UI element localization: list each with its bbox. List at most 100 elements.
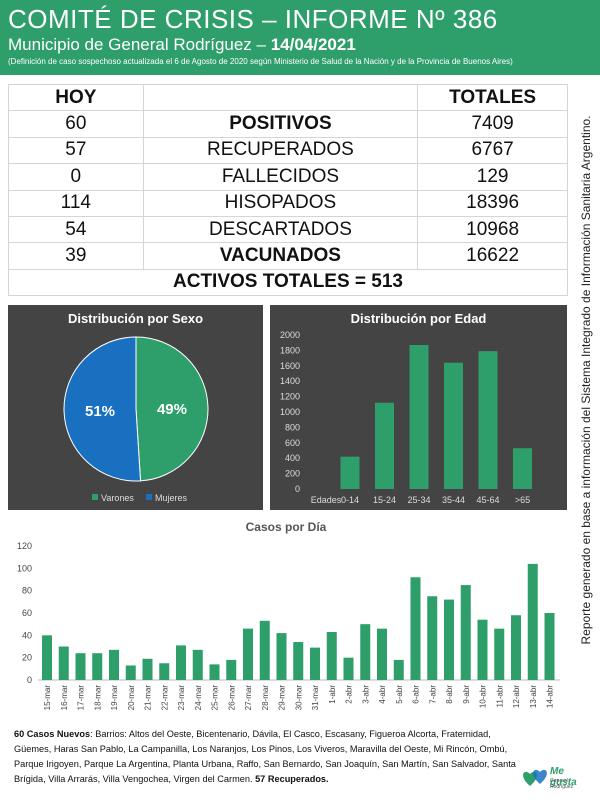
y-tick-label: 20 [22, 653, 32, 663]
logo-text: Me gusta [550, 766, 577, 788]
y-tick-label: 100 [17, 563, 32, 573]
x-tick-label: 23-mar [177, 685, 186, 711]
day-bar [377, 628, 387, 680]
y-tick-label: 2000 [280, 330, 300, 340]
pie-label: 51% [85, 403, 115, 420]
x-tick-label: 17-mar [77, 685, 86, 711]
heart-logo-icon [523, 769, 547, 786]
source-note: Reporte generado en base a información d… [574, 80, 598, 680]
stat-label: POSITIVOS [142, 110, 419, 138]
day-bar [176, 645, 186, 680]
day-bar [159, 663, 170, 680]
x-tick-label: 18-mar [93, 685, 102, 711]
stats-row-recuperados: 57 RECUPERADOS 6767 [8, 136, 568, 165]
x-tick-label: 2-abr [345, 685, 354, 704]
x-tick-label: 10-abr [479, 685, 488, 708]
y-tick-label: 1400 [280, 376, 300, 386]
stats-header-row: HOY TOTALES [8, 83, 568, 112]
x-tick-label: 20-mar [127, 685, 136, 711]
x-tick-label: 9-abr [462, 685, 471, 704]
total-value: 16622 [417, 242, 568, 270]
sex-distribution-panel: Distribución por Sexo 49% 51% Varones Mujer… [8, 305, 263, 510]
y-tick-label: 400 [285, 453, 300, 463]
day-bar [125, 665, 136, 680]
municipality-logo: Me gusta General Rodríguez [520, 760, 580, 795]
pie-slice-mujeres [63, 336, 142, 482]
daily-chart-title: Casos por Día [246, 520, 327, 534]
day-bar [494, 628, 505, 680]
logo-subtext: General Rodríguez [550, 778, 574, 790]
hoy-header: HOY [8, 83, 144, 112]
x-tick-label: 22-mar [160, 685, 169, 711]
stats-row-descartados: 54 DESCARTADOS 10968 [8, 215, 568, 244]
day-bar [276, 633, 287, 680]
day-bar [326, 631, 337, 680]
hoy-value: 60 [8, 110, 144, 138]
x-tick-label: 31-mar [311, 685, 320, 711]
x-tick-label: 8-abr [445, 685, 454, 704]
x-tick-label: 35-44 [442, 495, 465, 505]
total-value: 18396 [417, 189, 568, 217]
x-tick-label: 12-abr [512, 685, 521, 708]
day-bar [226, 659, 237, 680]
sex-pie-chart: 49% 51% Varones Mujeres [63, 336, 209, 503]
day-bar [293, 642, 304, 680]
recovered-label: 57 Recuperados. [255, 774, 329, 784]
x-tick-label: 14-abr [546, 685, 555, 708]
legend-swatch [92, 494, 98, 500]
day-bar [142, 658, 153, 680]
case-definition-note: (Definición de caso sospechoso actualiza… [8, 57, 513, 66]
day-bar [527, 563, 538, 680]
stats-row-vacunados: 39 VACUNADOS 16622 [8, 242, 568, 270]
blank-header [142, 83, 419, 112]
pie-slice-varones [135, 336, 209, 482]
age-distribution-panel: Distribución por Edad 0 200 400 600 800 1000 1… [270, 305, 567, 510]
x-tick-label: 11-abr [495, 685, 504, 708]
x-tick-label: 0-14 [341, 495, 359, 505]
x-tick-label: 7-abr [428, 685, 437, 704]
x-tick-label: 16-mar [60, 685, 69, 711]
stats-table: HOY TOTALES 60 POSITIVOS 7409 57 RECUPER… [8, 83, 568, 297]
age-bar [340, 456, 360, 489]
day-bar [42, 635, 52, 680]
hoy-value: 57 [8, 136, 144, 165]
x-tick-label: 13-abr [529, 685, 538, 708]
day-bar [209, 664, 220, 680]
daily-cases-panel: Casos por Día 0 20 40 60 80 100 120 15-mar 16-mar… [0, 515, 570, 720]
x-tick-label: 26-mar [227, 685, 236, 711]
x-tick-label: 6-abr [412, 685, 421, 704]
neighborhoods-list: : Barrios: Altos del Oeste, Bicentenario… [14, 729, 516, 784]
hoy-value: 39 [8, 242, 144, 270]
x-tick-label: 4-abr [378, 685, 387, 704]
stats-row-hisopados: 114 HISOPADOS 18396 [8, 189, 568, 217]
y-tick-label: 600 [285, 438, 300, 448]
x-tick-label: >65 [515, 495, 530, 505]
x-tick-label: 25-mar [211, 685, 220, 711]
daily-cases-chart: Casos por Día 0 20 40 60 80 100 120 15-mar 16-mar… [17, 520, 560, 711]
x-tick-label: 21-mar [144, 685, 153, 711]
x-tick-label: 27-mar [244, 685, 253, 711]
report-title: COMITÉ DE CRISIS – INFORME Nº 386 [8, 4, 498, 34]
x-tick-label: 5-abr [395, 685, 404, 704]
x-tick-label: 15-24 [373, 495, 396, 505]
y-tick-label: 1000 [280, 407, 300, 417]
x-header-label: Edades [311, 495, 342, 505]
day-bar [259, 620, 270, 680]
x-tick-label: 45-64 [476, 495, 499, 505]
stats-row-activos: ACTIVOS TOTALES = 513 [8, 268, 568, 297]
total-value: 129 [417, 163, 568, 191]
day-bar [393, 659, 404, 680]
x-tick-label: 30-mar [294, 685, 303, 711]
report-date: 14/04/2021 [270, 35, 356, 54]
day-bar [192, 649, 203, 680]
y-tick-label: 120 [17, 541, 32, 551]
age-chart-title: Distribución por Edad [350, 311, 487, 326]
municipality-label: Municipio de General Rodríguez – [8, 35, 271, 54]
sex-chart-title: Distribución por Sexo [67, 311, 204, 326]
y-tick-label: 200 [285, 469, 300, 479]
stats-row-positivos: 60 POSITIVOS 7409 [8, 110, 568, 138]
y-tick-label: 1200 [280, 392, 300, 402]
x-tick-label: 19-mar [110, 685, 119, 711]
day-bar [343, 657, 354, 680]
day-bar [243, 628, 253, 680]
